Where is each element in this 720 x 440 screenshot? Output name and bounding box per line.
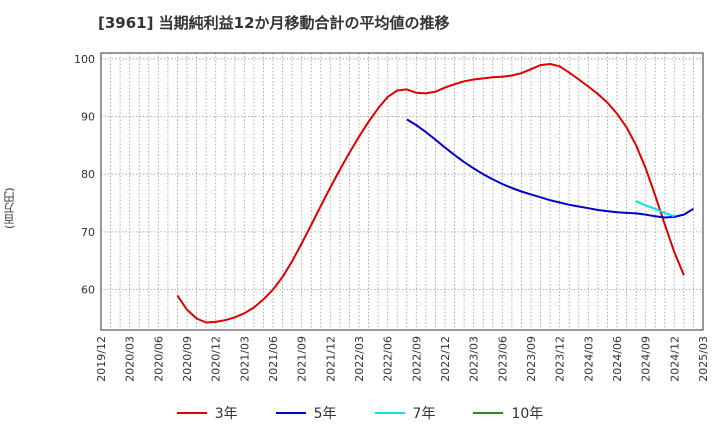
legend-swatch <box>275 412 306 414</box>
x-tick-label: 2023/03 <box>468 336 481 382</box>
legend-item: 3年 <box>176 403 238 423</box>
x-tick-label: 2021/03 <box>238 336 251 382</box>
x-tick-label: 2022/03 <box>353 336 366 382</box>
plot-frame <box>100 52 704 331</box>
x-tick-label: 2024/03 <box>582 336 595 382</box>
x-tick-label: 2025/03 <box>697 336 710 382</box>
legend-label: 3年 <box>214 406 238 422</box>
x-tick-label: 2019/12 <box>95 336 108 382</box>
x-tick-label: 2024/06 <box>611 336 624 382</box>
x-tick-label: 2023/09 <box>525 336 538 382</box>
x-tick-label: 2021/06 <box>267 336 280 382</box>
x-tick-label: 2021/12 <box>324 336 337 382</box>
legend-label: 7年 <box>412 406 436 422</box>
legend-swatch <box>473 412 504 414</box>
legend-item: 10年 <box>473 403 543 423</box>
x-tick-label: 2024/09 <box>640 336 653 382</box>
axis-tick-labels: 60 70 80 90 100 2019/12 2020/03 2020/06 2020/09 2… <box>74 53 710 382</box>
y-tick-label: 70 <box>81 226 95 239</box>
legend-label: 10年 <box>511 406 544 422</box>
y-tick-label: 60 <box>81 284 95 297</box>
y-tick-label: 100 <box>74 53 95 66</box>
x-tick-label: 2021/09 <box>296 336 309 382</box>
x-tick-label: 2022/12 <box>439 336 452 382</box>
y-tick-label: 80 <box>81 168 95 181</box>
x-tick-label: 2020/06 <box>152 336 165 382</box>
legend-item: 7年 <box>374 403 436 423</box>
series-line-7年 <box>635 200 675 218</box>
x-tick-label: 2023/12 <box>554 336 567 382</box>
x-tick-label: 2022/09 <box>410 336 423 382</box>
grid-lines <box>101 53 703 330</box>
legend-swatch <box>176 412 207 414</box>
y-tick-label: 90 <box>81 111 95 124</box>
x-tick-label: 2020/12 <box>210 336 223 382</box>
series-line-3年 <box>176 63 685 324</box>
series-lines <box>176 63 694 324</box>
legend-item: 5年 <box>275 403 337 423</box>
series-line-5年 <box>406 118 694 219</box>
x-tick-label: 2022/06 <box>382 336 395 382</box>
x-tick-label: 2024/12 <box>668 336 681 382</box>
legend: 3年 5年 7年 10年 <box>0 403 720 423</box>
x-tick-label: 2023/06 <box>496 336 509 382</box>
legend-swatch <box>374 412 405 414</box>
chart-title: [3961] 当期純利益12か月移動合計の平均値の推移 <box>98 14 450 32</box>
legend-label: 5年 <box>313 406 337 422</box>
x-tick-label: 2020/09 <box>181 336 194 382</box>
x-tick-label: 2020/03 <box>124 336 137 382</box>
